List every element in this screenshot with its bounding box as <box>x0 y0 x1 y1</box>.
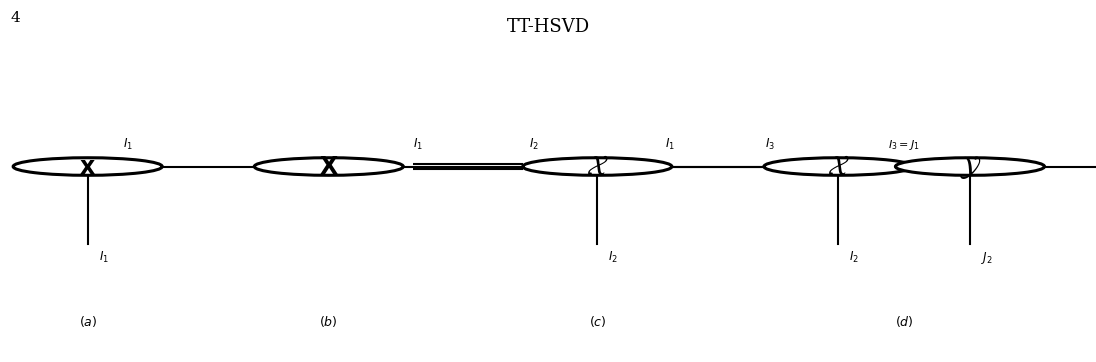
Text: TT-HSVD: TT-HSVD <box>506 18 590 36</box>
Text: $I_2$: $I_2$ <box>529 137 539 152</box>
Text: $I_1$: $I_1$ <box>665 137 675 152</box>
Text: $\mathcal{X}$: $\mathcal{X}$ <box>827 152 849 181</box>
Text: $\mathcal{X}$: $\mathcal{X}$ <box>586 152 608 181</box>
Text: $\mathbf{x}$: $\mathbf{x}$ <box>79 155 96 178</box>
Text: $(a)$: $(a)$ <box>79 315 96 329</box>
Text: $I_3$: $I_3$ <box>765 137 775 152</box>
Text: $\mathcal{Y}$: $\mathcal{Y}$ <box>958 152 982 181</box>
Ellipse shape <box>895 158 1044 175</box>
Text: $(d)$: $(d)$ <box>895 315 913 329</box>
Text: $I_1$: $I_1$ <box>99 249 109 265</box>
Text: $(c)$: $(c)$ <box>589 315 606 329</box>
Text: 4: 4 <box>11 11 21 25</box>
Ellipse shape <box>523 158 672 175</box>
Ellipse shape <box>764 158 913 175</box>
Ellipse shape <box>254 158 403 175</box>
Text: $\mathbf{X}$: $\mathbf{X}$ <box>319 155 339 178</box>
Ellipse shape <box>13 158 162 175</box>
Text: $I_1$: $I_1$ <box>123 137 133 152</box>
Text: $I_1$: $I_1$ <box>413 137 423 152</box>
Text: $I_2$: $I_2$ <box>608 249 618 265</box>
Text: $I_2$: $I_2$ <box>849 249 859 265</box>
Text: $J_2$: $J_2$ <box>981 249 993 265</box>
Text: $I_3 = J_1$: $I_3 = J_1$ <box>889 138 920 152</box>
Text: $(b)$: $(b)$ <box>320 315 338 329</box>
